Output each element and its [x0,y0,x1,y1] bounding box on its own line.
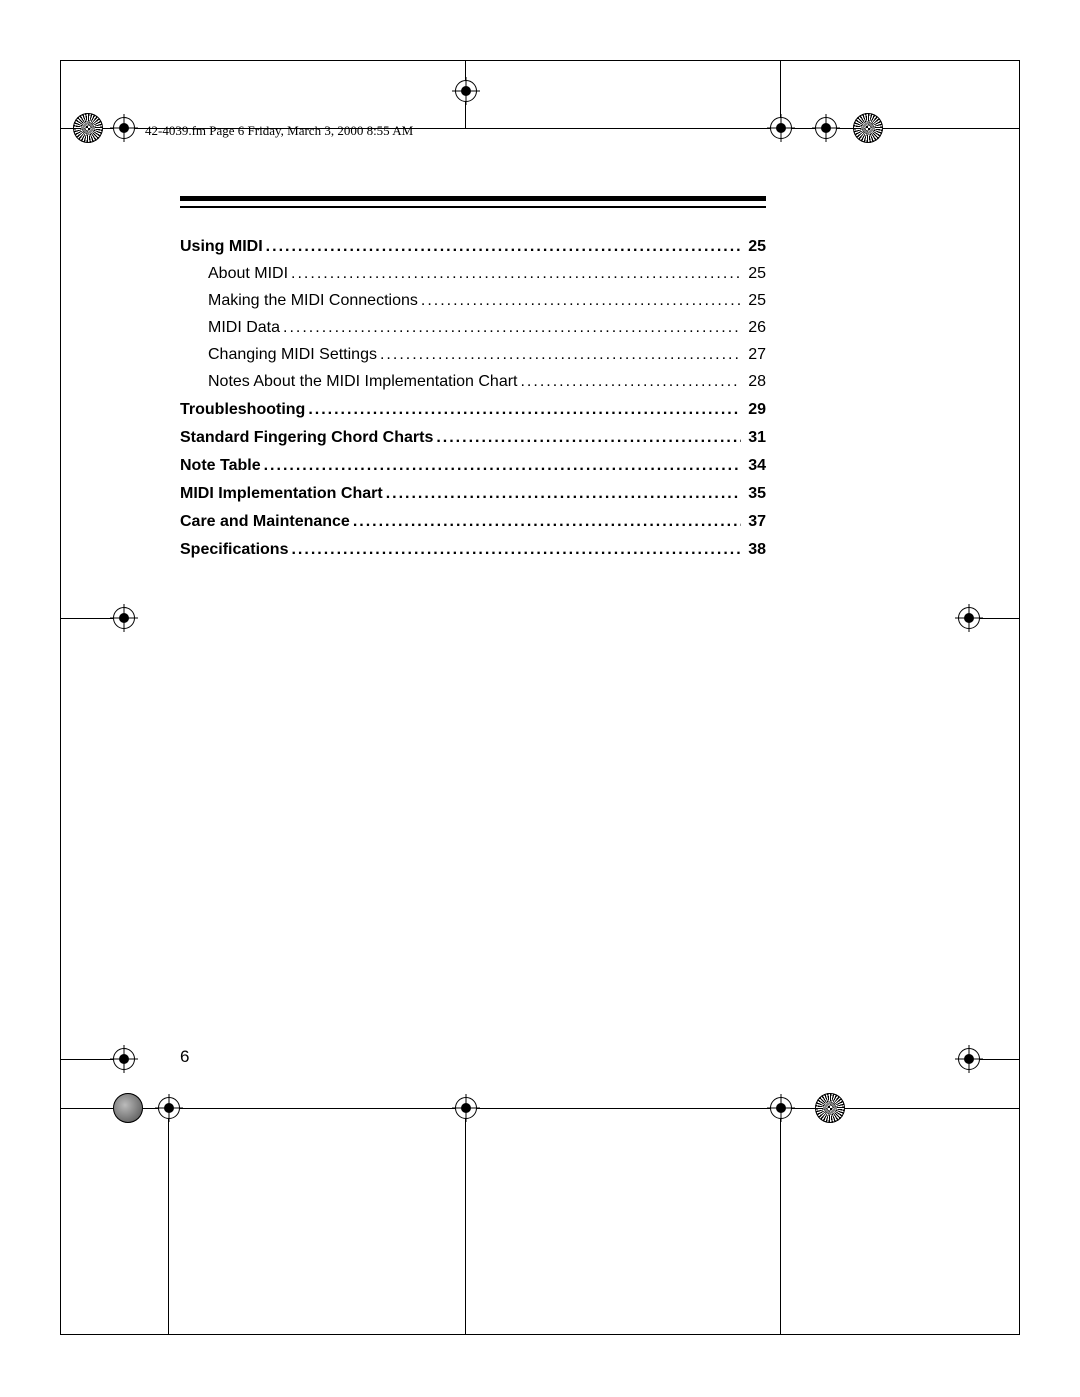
registration-mark-icon [770,117,792,139]
page-number: 6 [180,1047,189,1067]
toc-sub-entry: About MIDI 25 [180,262,766,286]
toc-leader-dots [380,343,741,367]
printer-mark-icon [815,1093,845,1123]
toc-entry-page: 38 [744,538,766,562]
registration-mark-icon [113,1048,135,1070]
printer-mark-icon [853,113,883,143]
toc-entry-title: Changing MIDI Settings [208,343,377,367]
rule-thick [180,196,766,201]
toc-leader-dots [421,289,741,313]
toc-leader-dots [283,316,741,340]
registration-mark-icon [770,1097,792,1119]
toc-entry-page: 31 [744,426,766,450]
toc-leader-dots [291,262,741,286]
toc-leader-dots [308,398,741,422]
toc-entry-page: 29 [744,398,766,422]
registration-mark-icon [455,1097,477,1119]
printer-mark-icon [113,1093,143,1123]
registration-mark-icon [158,1097,180,1119]
registration-mark-icon [113,607,135,629]
toc-entry-page: 35 [744,482,766,506]
toc-sub-entry: Changing MIDI Settings 27 [180,343,766,367]
toc-leader-dots [266,235,742,259]
toc-entry-title: Specifications [180,538,288,562]
toc-section-entry: Note Table 34 [180,454,766,478]
crop-line [780,1108,781,1335]
crop-line [60,1108,1020,1109]
toc-entry-page: 37 [744,510,766,534]
toc-section-entry: Care and Maintenance 37 [180,510,766,534]
registration-mark-icon [958,607,980,629]
toc-leader-dots [386,482,742,506]
toc-sub-entry: MIDI Data 26 [180,316,766,340]
toc-leader-dots [264,454,742,478]
toc-entry-title: MIDI Implementation Chart [180,482,383,506]
toc-leader-dots [353,510,741,534]
crop-line [168,1108,169,1335]
toc-section-entry: MIDI Implementation Chart 35 [180,482,766,506]
registration-mark-icon [815,117,837,139]
toc-entry-page: 26 [744,316,766,340]
toc-entry-title: Care and Maintenance [180,510,350,534]
registration-mark-icon [455,80,477,102]
toc-entry-title: Using MIDI [180,235,263,259]
toc-entry-page: 25 [744,289,766,313]
printer-mark-icon [73,113,103,143]
toc-entry-title: MIDI Data [208,316,280,340]
toc-entry-title: About MIDI [208,262,288,286]
toc-sub-entry: Notes About the MIDI Implementation Char… [180,370,766,394]
toc-entry-page: 27 [744,343,766,367]
registration-mark-icon [958,1048,980,1070]
crop-line [465,1108,466,1335]
toc-leader-dots [436,426,741,450]
toc-leader-dots [291,538,741,562]
rule-thin [180,206,766,208]
toc-section-entry: Troubleshooting 29 [180,398,766,422]
toc-sub-entry: Making the MIDI Connections 25 [180,289,766,313]
toc-entry-title: Note Table [180,454,261,478]
toc-entry-page: 25 [744,262,766,286]
registration-mark-icon [113,117,135,139]
prepress-header: 42-4039.fm Page 6 Friday, March 3, 2000 … [145,123,413,139]
toc-entry-page: 25 [744,235,766,259]
toc-section-entry: Using MIDI 25 [180,235,766,259]
toc-section-entry: Specifications 38 [180,538,766,562]
toc-entry-title: Notes About the MIDI Implementation Char… [208,370,517,394]
toc-entry-title: Standard Fingering Chord Charts [180,426,433,450]
toc-section-entry: Standard Fingering Chord Charts 31 [180,426,766,450]
toc-entry-page: 28 [744,370,766,394]
toc-leader-dots [520,370,741,394]
table-of-contents: Using MIDI 25About MIDI 25Making the MID… [180,235,766,565]
toc-entry-title: Troubleshooting [180,398,305,422]
toc-entry-page: 34 [744,454,766,478]
toc-entry-title: Making the MIDI Connections [208,289,418,313]
